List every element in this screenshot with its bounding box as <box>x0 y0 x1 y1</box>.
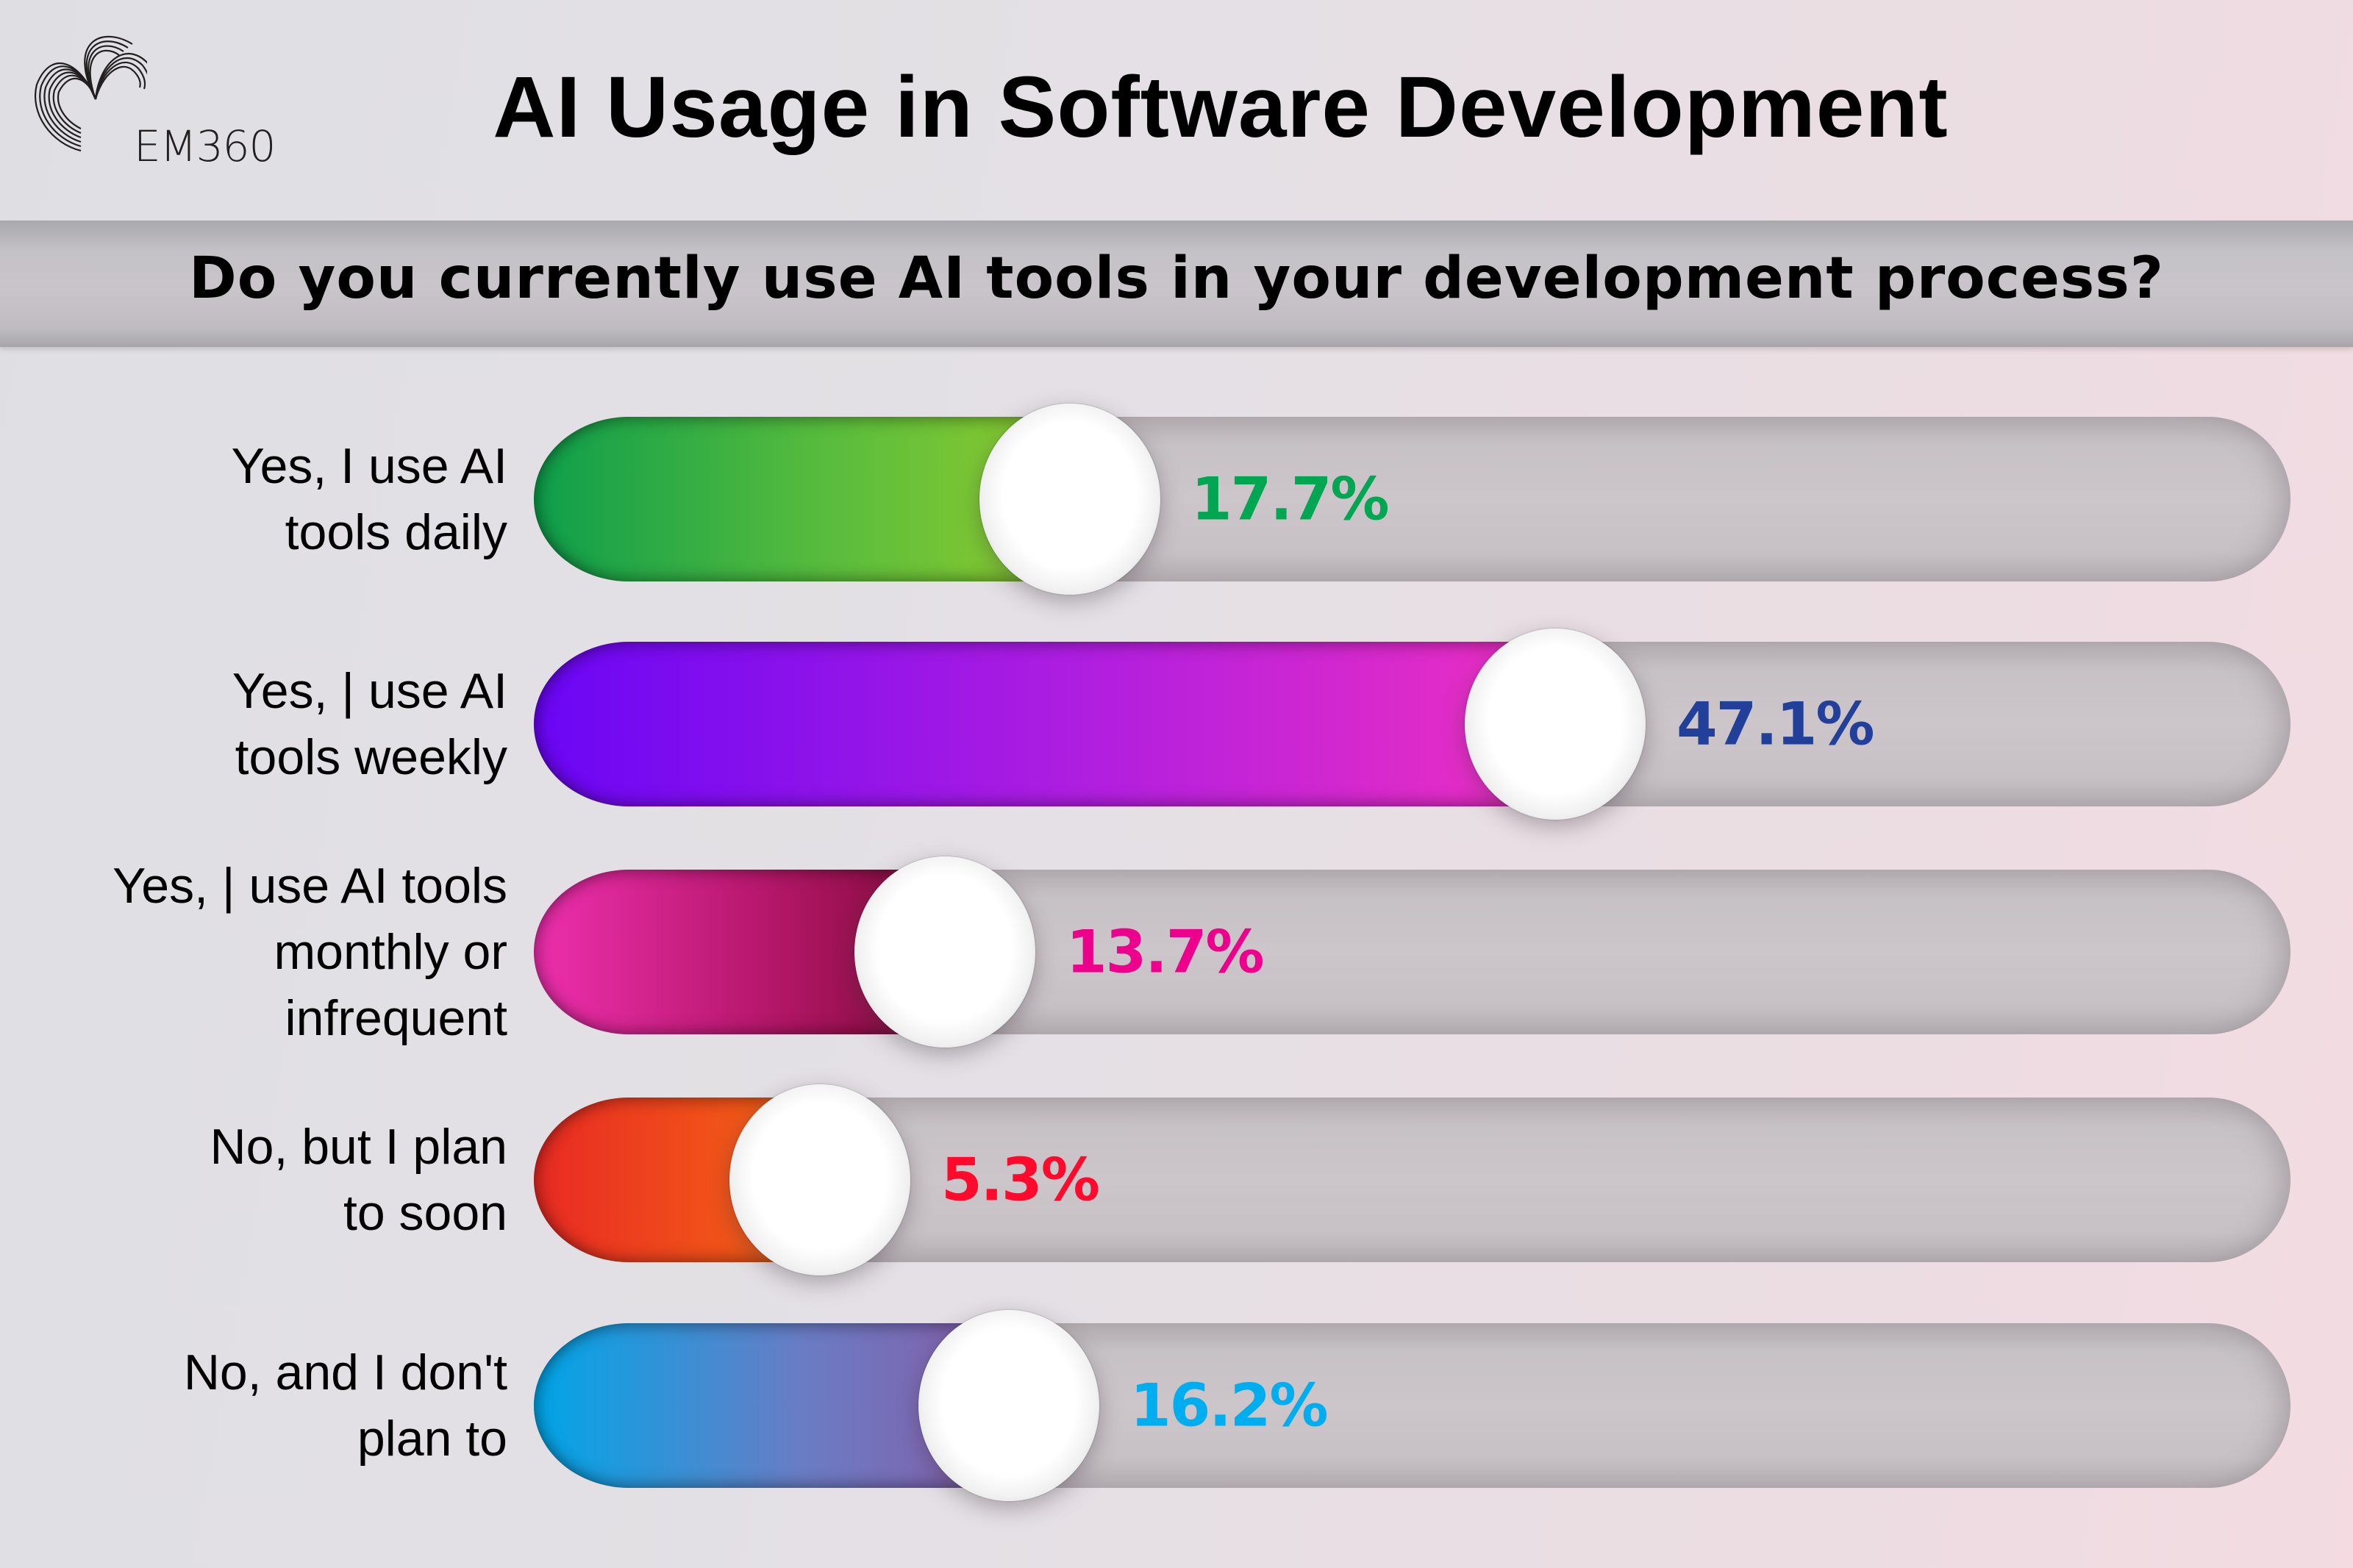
survey-question: Do you currently use AI tools in your de… <box>188 246 2164 312</box>
brand-name: EM360 <box>134 121 276 171</box>
brand-logo: EM360 <box>22 18 287 171</box>
question-banner: Do you currently use AI tools in your de… <box>0 221 2353 347</box>
bar-label-line: Yes, | use AI tools <box>113 858 507 914</box>
bar-end-knob <box>918 1310 1099 1501</box>
bar-label-line: tools weekly <box>235 729 507 785</box>
bar-end-knob <box>979 404 1160 595</box>
bar-label-line: tools daily <box>285 504 507 560</box>
concentric-arc-wave-icon <box>35 35 147 152</box>
bar-label: Yes, | use AI tools weekly <box>232 658 507 790</box>
bar-label: Yes, I use AI tools daily <box>231 433 507 565</box>
bar-row: Yes, | use AI tools monthly or infrequent 1… <box>0 856 2353 1048</box>
bar-value: 13.7% <box>1066 917 1265 987</box>
bar-row: Yes, I use AI tools daily 17.7% <box>0 404 2353 595</box>
bar-end-knob <box>854 856 1035 1048</box>
bar-value: 47.1% <box>1677 690 1875 759</box>
bar-row: No, but I plan to soon 5.3% <box>0 1084 2353 1275</box>
bar-row: No, and I don't plan to 16.2% <box>0 1310 2353 1501</box>
bar-label-line: No, but I plan <box>210 1119 507 1175</box>
bar-label: Yes, | use AI tools monthly or infrequent <box>113 853 507 1051</box>
bar-label-line: monthly or <box>274 924 507 980</box>
bar-end-knob <box>1465 629 1646 820</box>
bar-row: Yes, | use AI tools weekly 47.1% <box>0 629 2353 820</box>
bar-value: 5.3% <box>941 1145 1100 1214</box>
bar-label-line: Yes, I use AI <box>231 438 507 494</box>
chart-title: AI Usage in Software Development <box>493 59 1949 156</box>
bar-label-line: plan to <box>357 1411 507 1467</box>
bar-label: No, and I don't plan to <box>184 1339 507 1472</box>
bar-label-line: infrequent <box>285 990 507 1046</box>
bar-fill <box>534 642 1570 806</box>
bar-label: No, but I plan to soon <box>210 1114 507 1246</box>
bar-end-knob <box>729 1084 910 1275</box>
bar-label-line: to soon <box>343 1185 507 1241</box>
bar-value: 16.2% <box>1130 1371 1329 1440</box>
bar-label-line: No, and I don't <box>183 1345 507 1400</box>
bar-label-line: Yes, | use AI <box>232 663 507 719</box>
bar-value: 17.7% <box>1191 465 1390 534</box>
